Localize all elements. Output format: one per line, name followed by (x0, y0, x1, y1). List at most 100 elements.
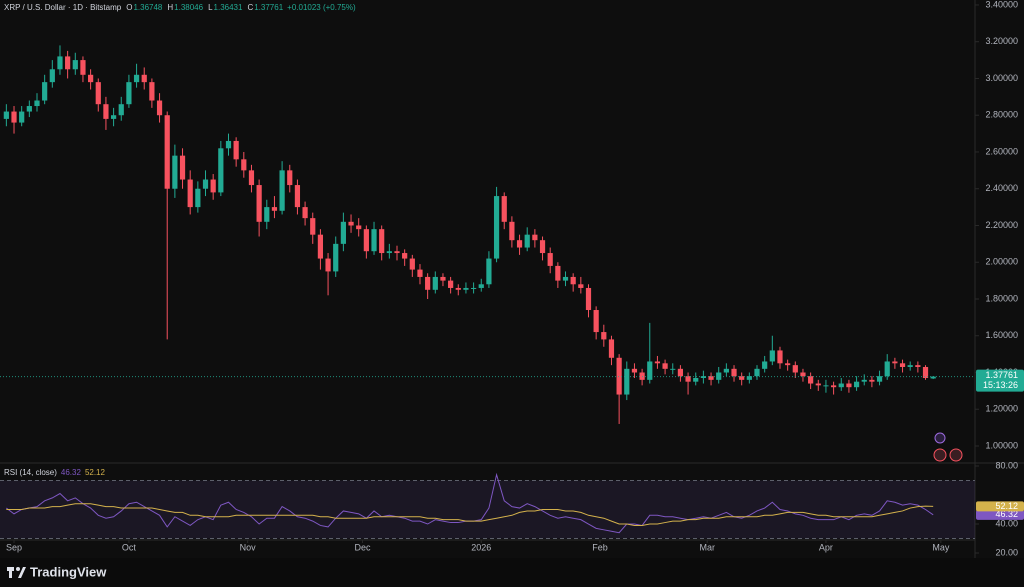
ohlc-value: 1.37761 (254, 3, 283, 12)
y-tick-label: 3.00000 (985, 73, 1018, 83)
candle-body (241, 159, 247, 171)
candle-body (279, 170, 285, 211)
y-tick-label: 2.60000 (985, 146, 1018, 156)
candle-body (769, 350, 775, 362)
candle-body (808, 376, 814, 384)
candle-body (869, 379, 875, 382)
candle-body (210, 179, 216, 193)
candle-body (386, 251, 392, 254)
candle-body (95, 82, 101, 105)
candle-body (172, 155, 178, 189)
candle-body (356, 225, 362, 230)
brand-logo (7, 567, 26, 578)
candle-body (126, 82, 132, 105)
event-icon[interactable] (949, 448, 963, 462)
event-icon[interactable] (934, 432, 946, 444)
candle-body (616, 357, 622, 395)
candle-body (930, 376, 936, 379)
candle-body (486, 258, 492, 285)
candle-body (248, 170, 255, 186)
candle-body (524, 234, 530, 248)
ohlc-value: 1.38046 (174, 3, 203, 12)
rsi-header: RSI (14, close) 46.32 52.12 (4, 468, 106, 477)
logo-shape (16, 567, 20, 571)
price-pane (0, 45, 975, 424)
candle-body (118, 104, 124, 116)
candle-body (402, 253, 408, 259)
candle-body (892, 361, 898, 364)
change-value: +0.01023 (+0.75%) (287, 3, 356, 12)
event-icons[interactable] (933, 432, 963, 462)
x-tick-label: Apr (819, 542, 833, 552)
candle-body (800, 372, 806, 377)
candle-body (156, 100, 163, 116)
candle-body (899, 363, 906, 367)
y-tick-label: 2.20000 (985, 220, 1018, 230)
candle-body (256, 185, 262, 222)
x-tick-label: Oct (122, 542, 137, 552)
candle-body (853, 381, 860, 388)
candle-body (42, 82, 48, 101)
candle-body (65, 56, 71, 70)
candle-body (608, 339, 615, 358)
candle-body (394, 251, 400, 254)
candle-body (516, 240, 523, 248)
candle-body (677, 368, 684, 377)
candle-body (685, 376, 691, 382)
candle-body (746, 376, 752, 380)
candle-body (478, 284, 484, 288)
candle-body (700, 376, 706, 379)
candle-body (593, 310, 599, 333)
rsi-y-tick-label: 40.00 (995, 518, 1018, 528)
candle-body (202, 179, 209, 189)
candle-body (340, 221, 346, 244)
candle-body (838, 383, 844, 388)
candle-body (624, 368, 630, 395)
candle-body (233, 140, 239, 160)
x-tick-label: Mar (699, 542, 715, 552)
x-tick-label: 2026 (471, 542, 491, 552)
candle-body (294, 185, 301, 208)
x-tick-label: Nov (240, 542, 257, 552)
candle-body (547, 253, 553, 266)
logo-shape (18, 567, 26, 578)
rsi-value-tag (976, 509, 1024, 520)
candle-body (110, 115, 117, 119)
candle-body (3, 111, 9, 119)
candle-body (708, 376, 714, 380)
candle-body (754, 368, 760, 377)
rsi-pane (0, 472, 975, 540)
candle-body (785, 363, 791, 366)
candle-body (34, 100, 40, 107)
candle-body (88, 74, 94, 83)
candle-body (103, 104, 109, 119)
candle-body (225, 140, 232, 149)
candle-body (363, 229, 369, 252)
candle-body (371, 229, 377, 252)
candle-body (149, 82, 155, 101)
logo-shape (9, 567, 12, 578)
candle-body (195, 188, 201, 208)
candle-body (141, 74, 147, 83)
candle-body (417, 269, 423, 277)
candle-body (562, 276, 569, 281)
candle-body (647, 361, 653, 380)
candle-body (11, 111, 17, 123)
candle-body (509, 221, 515, 241)
x-tick-label: May (932, 542, 950, 552)
candle-body (218, 148, 224, 193)
ohlc-key: L (208, 3, 213, 12)
candle-body (409, 258, 415, 270)
candle-body (670, 368, 676, 370)
candle-body (287, 170, 293, 186)
candle-body (876, 376, 883, 382)
y-tick-label: 1.00000 (985, 440, 1018, 450)
symbol-header: XRP / U.S. Dollar · 1D · Bitstamp O1.3674… (4, 3, 356, 12)
rsi-legend-value: 46.32 (61, 468, 82, 477)
candle-body (379, 229, 385, 254)
candle-body (448, 280, 454, 288)
candle-body (425, 276, 431, 290)
event-icon[interactable] (933, 448, 947, 462)
candle-body (739, 376, 745, 380)
